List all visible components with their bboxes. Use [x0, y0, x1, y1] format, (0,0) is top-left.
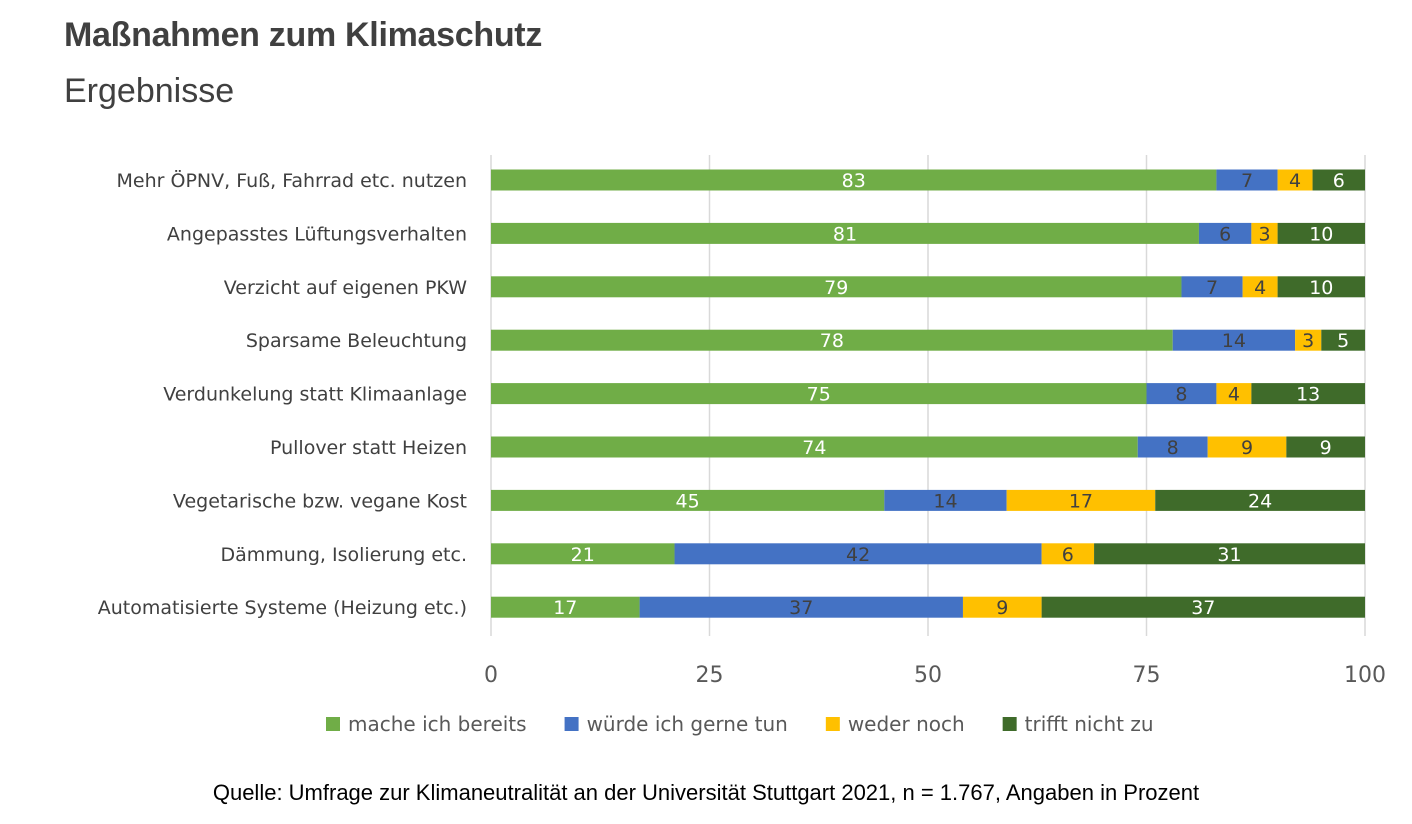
- bar-segment: [1277, 222, 1365, 244]
- data-label: 21: [571, 544, 595, 566]
- x-tick-label: 50: [914, 663, 942, 688]
- legend-swatch: [825, 717, 840, 731]
- data-label: 7: [1241, 170, 1253, 192]
- category-label: Angepasstes Lüftungsverhalten: [167, 223, 467, 245]
- category-label: Mehr ÖPNV, Fuß, Fahrrad etc. nutzen: [117, 169, 467, 192]
- data-label: 4: [1254, 277, 1266, 299]
- data-label: 79: [824, 277, 848, 299]
- bar-segment: [1286, 436, 1365, 458]
- data-label: 37: [789, 597, 813, 619]
- category-label: Automatisierte Systeme (Heizung etc.): [98, 597, 467, 619]
- bar-segment: [491, 222, 1199, 244]
- bar-segment: [491, 543, 675, 565]
- bar-segment: [1321, 329, 1365, 351]
- data-label: 45: [676, 490, 700, 512]
- data-label: 6: [1219, 223, 1231, 245]
- bar-segment: [1146, 383, 1217, 405]
- bar-segment: [1295, 329, 1322, 351]
- bar-segment: [1006, 489, 1156, 511]
- bar-segment: [884, 489, 1007, 511]
- bar-segment: [1198, 222, 1252, 244]
- data-label: 78: [820, 330, 844, 352]
- bar-segment: [1216, 169, 1278, 191]
- data-label: 4: [1289, 170, 1301, 192]
- bar-segment: [639, 596, 963, 618]
- data-label: 31: [1217, 544, 1241, 566]
- bar-segment: [491, 276, 1182, 298]
- data-label: 7: [1206, 277, 1218, 299]
- data-label: 10: [1309, 223, 1333, 245]
- chart-title: Maßnahmen zum Klimaschutz: [64, 16, 543, 54]
- data-label: 3: [1258, 223, 1270, 245]
- legend-label: würde ich gerne tun: [587, 712, 788, 736]
- legend-swatch: [1002, 717, 1017, 731]
- legend-swatch: [564, 717, 579, 731]
- bar-segment: [1312, 169, 1365, 191]
- data-label: 8: [1167, 437, 1179, 459]
- data-label: 81: [833, 223, 857, 245]
- data-label: 6: [1062, 544, 1074, 566]
- bar-segment: [1277, 169, 1313, 191]
- legend-swatch: [326, 717, 340, 731]
- category-label: Dämmung, Isolierung etc.: [220, 544, 467, 566]
- category-label: Verdunkelung statt Klimaanlage: [163, 384, 467, 406]
- bar-segment: [1155, 489, 1365, 511]
- data-label: 14: [933, 490, 957, 512]
- bar-segment: [1242, 276, 1278, 298]
- bar-segment: [1181, 276, 1243, 298]
- data-label: 17: [553, 597, 577, 619]
- category-label: Verzicht auf eigenen PKW: [224, 277, 467, 299]
- data-label: 10: [1309, 277, 1333, 299]
- data-label: 6: [1333, 170, 1345, 192]
- bar-segment: [674, 543, 1042, 565]
- source-note: Quelle: Umfrage zur Klimaneutralität an …: [212, 780, 1200, 805]
- bar-segment: [491, 436, 1138, 458]
- data-label: 9: [1241, 437, 1253, 459]
- x-tick-label: 25: [696, 663, 724, 688]
- legend-label: trifft nicht zu: [1025, 712, 1154, 736]
- data-label: 74: [802, 437, 826, 459]
- bar-segment: [491, 596, 640, 618]
- bar-segment: [1172, 329, 1296, 351]
- bar-segment: [491, 383, 1147, 405]
- bar-segment: [1041, 596, 1365, 618]
- bar-segment: [1094, 543, 1365, 565]
- data-label: 17: [1069, 490, 1093, 512]
- x-tick-label: 75: [1133, 663, 1161, 688]
- data-label: 83: [842, 170, 866, 192]
- bar-segment: [491, 329, 1173, 351]
- data-label: 5: [1337, 330, 1349, 352]
- bar-segment: [1251, 383, 1365, 405]
- legend-label: weder noch: [848, 712, 965, 736]
- data-label: 9: [996, 597, 1008, 619]
- bar-segment: [1277, 276, 1365, 298]
- bar-segment: [962, 596, 1042, 618]
- category-label: Pullover statt Heizen: [270, 437, 467, 459]
- bar-segment: [1251, 222, 1278, 244]
- legend-label: mache ich bereits: [348, 712, 527, 736]
- bar-segment: [1137, 436, 1208, 458]
- data-label: 24: [1248, 490, 1272, 512]
- bar-segment: [491, 489, 885, 511]
- data-label: 14: [1222, 330, 1246, 352]
- bar-segment: [491, 169, 1217, 191]
- data-label: 75: [807, 384, 831, 406]
- bar-segment: [1207, 436, 1287, 458]
- data-label: 8: [1175, 384, 1187, 406]
- data-label: 3: [1302, 330, 1314, 352]
- chart-subtitle: Ergebnisse: [64, 72, 235, 110]
- bar-segment: [1216, 383, 1252, 405]
- data-label: 37: [1191, 597, 1215, 619]
- data-label: 4: [1228, 384, 1240, 406]
- data-label: 13: [1296, 384, 1320, 406]
- data-label: 9: [1320, 437, 1332, 459]
- x-tick-label: 100: [1344, 663, 1386, 688]
- bar-segment: [1041, 543, 1095, 565]
- category-label: Vegetarische bzw. vegane Kost: [173, 490, 467, 512]
- category-label: Sparsame Beleuchtung: [246, 330, 467, 352]
- data-label: 42: [846, 544, 870, 566]
- x-tick-label: 0: [484, 663, 498, 688]
